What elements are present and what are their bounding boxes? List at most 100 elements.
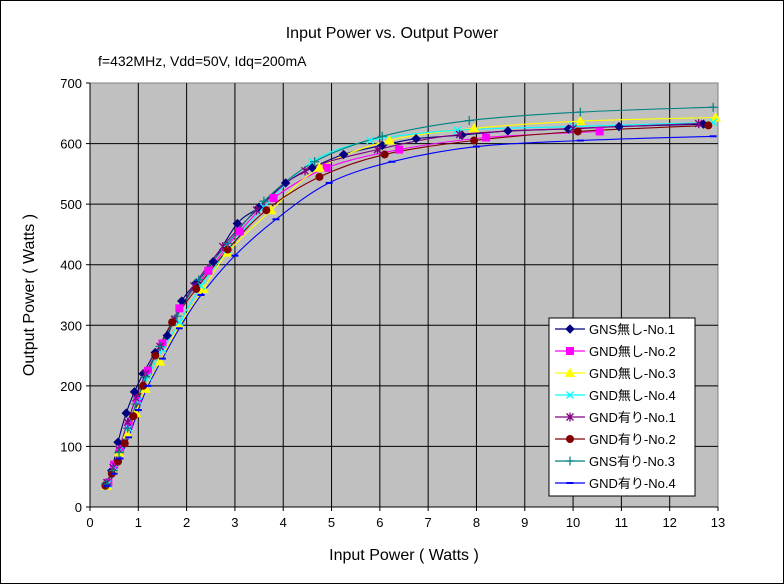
- data-point: [482, 133, 491, 142]
- data-point: [388, 160, 396, 163]
- data-point: [168, 318, 177, 327]
- legend-label: GND有り-No.2: [589, 432, 676, 447]
- data-point: [280, 178, 291, 188]
- x-axis-label: Input Power ( Watts ): [329, 547, 479, 564]
- data-point: [411, 134, 421, 144]
- y-tick-label: 300: [60, 318, 82, 333]
- data-point: [103, 484, 111, 487]
- data-point: [141, 372, 151, 382]
- data-point: [194, 275, 204, 285]
- data-point: [208, 256, 218, 267]
- data-point: [338, 149, 349, 160]
- y-tick-label: 400: [60, 258, 82, 273]
- legend-label: GNS無し-No.1: [589, 322, 675, 337]
- data-point: [175, 327, 183, 330]
- data-point: [223, 239, 233, 249]
- legend-marker: [565, 324, 575, 334]
- data-point: [301, 166, 309, 176]
- legend-marker: [566, 412, 574, 422]
- data-point: [120, 439, 129, 448]
- data-point: [315, 172, 324, 181]
- legend-entry: GND無し-No.2: [555, 344, 676, 359]
- y-tick-label: 0: [75, 500, 82, 515]
- data-point: [380, 150, 389, 159]
- data-point: [121, 408, 131, 418]
- data-point: [134, 409, 142, 412]
- data-point: [704, 121, 713, 130]
- data-point: [710, 112, 721, 122]
- data-point: [325, 181, 333, 184]
- legend-marker: [564, 367, 576, 377]
- data-point: [574, 115, 586, 126]
- y-tick-label: 700: [60, 76, 82, 91]
- legend-entry: GND有り-No.2: [555, 432, 676, 447]
- data-point: [172, 311, 182, 321]
- data-point: [395, 145, 404, 154]
- legend-entry: GND無し-No.4: [555, 388, 676, 403]
- data-point: [595, 127, 604, 136]
- y-axis-label: Output Power ( Watts ): [21, 214, 38, 376]
- data-point: [123, 423, 133, 433]
- x-tick-label: 2: [183, 515, 190, 530]
- legend-label: GNS有り-No.3: [589, 454, 675, 469]
- legend-entry: GNS有り-No.3: [555, 454, 675, 469]
- x-tick-label: 7: [425, 515, 432, 530]
- data-point: [155, 341, 165, 351]
- data-point: [614, 121, 624, 132]
- x-axis-ticks: 0 1 2 3 4 5 6 7 8 9 10 11 12 13: [86, 507, 725, 530]
- legend-label: GND有り-No.4: [589, 476, 676, 491]
- data-point: [252, 205, 261, 215]
- chart-subtitle: f=432MHz, Vdd=50V, Idq=200mA: [98, 53, 307, 69]
- data-point: [110, 472, 118, 475]
- data-point: [158, 357, 166, 360]
- data-point: [310, 157, 320, 167]
- data-point: [192, 284, 201, 293]
- y-tick-label: 600: [60, 137, 82, 152]
- data-point: [708, 102, 718, 112]
- legend-label: GND無し-No.3: [589, 366, 676, 381]
- series-points-8: [103, 135, 717, 487]
- legend-entry: GNS無し-No.1: [555, 322, 675, 337]
- legend-label: GND無し-No.4: [589, 388, 676, 403]
- y-tick-label: 200: [60, 379, 82, 394]
- data-point: [115, 445, 124, 454]
- data-point: [575, 107, 585, 117]
- data-point: [573, 127, 582, 136]
- x-tick-label: 8: [473, 515, 480, 530]
- data-point: [144, 384, 152, 387]
- data-point: [116, 457, 124, 460]
- data-point: [151, 351, 160, 360]
- x-tick-label: 10: [566, 515, 580, 530]
- x-tick-label: 11: [615, 515, 629, 530]
- data-point: [269, 194, 278, 203]
- series-points-7: [102, 102, 718, 489]
- data-point: [709, 135, 717, 138]
- data-point: [694, 119, 703, 129]
- y-tick-label: 100: [60, 439, 82, 454]
- data-point: [102, 479, 112, 489]
- data-point: [162, 330, 172, 341]
- data-point: [114, 447, 124, 457]
- data-point: [125, 436, 133, 439]
- legend-label: GND有り-No.1: [589, 410, 676, 425]
- data-point: [131, 399, 141, 409]
- y-tick-label: 500: [60, 197, 82, 212]
- legend-label: GND無し-No.2: [589, 344, 676, 359]
- data-point: [366, 136, 375, 145]
- data-point: [197, 294, 205, 296]
- legend-marker: [566, 482, 574, 484]
- x-tick-label: 5: [328, 515, 335, 530]
- legend: GNS無し-No.1 GND無し-No.2 GND無し-No.3 GND無し-No.4…: [548, 317, 696, 497]
- legend-marker: [566, 391, 574, 399]
- x-tick-label: 4: [280, 515, 287, 530]
- data-point: [235, 227, 244, 236]
- x-tick-label: 6: [376, 515, 383, 530]
- data-point: [503, 126, 513, 136]
- data-point: [262, 206, 271, 215]
- data-point: [377, 131, 387, 141]
- data-point: [154, 356, 166, 366]
- x-tick-label: 3: [231, 515, 238, 530]
- legend-marker: [565, 456, 575, 466]
- legend-marker: [566, 347, 574, 355]
- series-markers: [101, 102, 721, 490]
